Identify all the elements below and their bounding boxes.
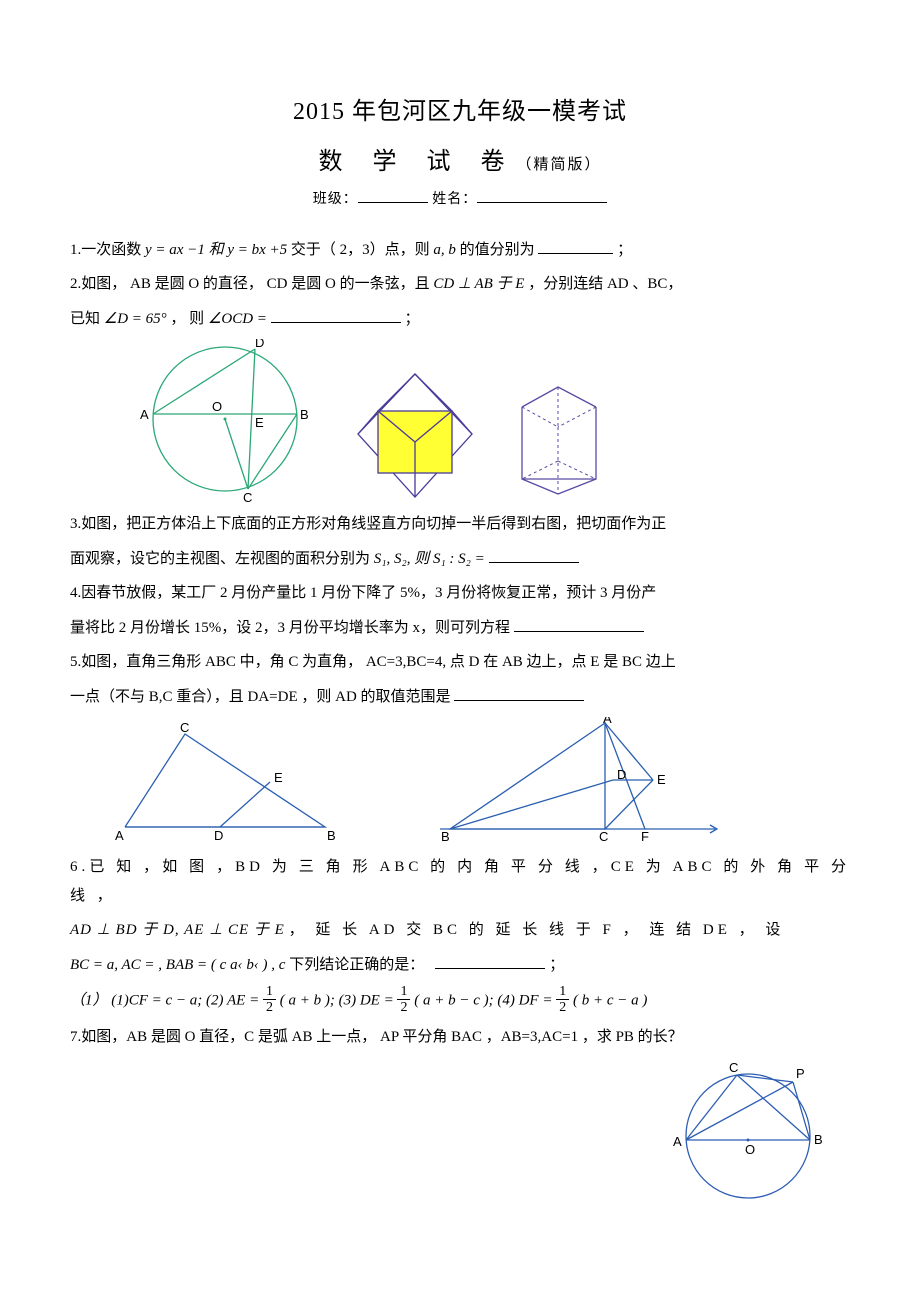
svg-text:F: F: [641, 829, 649, 844]
q5-blank[interactable]: [454, 685, 584, 701]
q2-l1c: ，分别连结 AD 、BC，: [528, 276, 682, 292]
question-6-line2: AD ⊥ BD 于 D, AE ⊥ CE 于 E ， 延 长 AD 交 BC 的…: [70, 916, 850, 945]
figure-q7-wrap: A B C P O: [70, 1058, 850, 1214]
q1-tail: ；: [617, 242, 632, 258]
q6-l4d: ( b + c − a ): [573, 993, 647, 1009]
svg-text:A: A: [673, 1134, 682, 1149]
question-3-line1: 3.如图，把正方体沿上下底面的正方形对角线竖直方向切掉一半后得到右图，把切面作为…: [70, 510, 850, 539]
name-blank[interactable]: [477, 188, 607, 203]
q6-l4a: （1） (1)CF = c − a; (2) AE =: [70, 993, 263, 1009]
question-2-line2: 已知 ∠D = 65° ， 则 ∠OCD = ；: [70, 305, 850, 334]
q3-expr: S₁, S₂, 则 S₁ : S₂ =: [374, 551, 489, 567]
figure-cube-cut: [350, 369, 480, 504]
figure-row-2: A B C D E A B C F D E: [110, 717, 850, 847]
figure-triangle-q5: A B C D E: [110, 722, 345, 847]
q1-blank[interactable]: [538, 238, 613, 254]
q6-l3a: BC = a, AC = , BAB = ( c a‹ b‹ ) , c: [70, 957, 285, 973]
q2-blank[interactable]: [271, 307, 401, 323]
q6-frac3: 12: [556, 985, 569, 1017]
q6-blank[interactable]: [435, 953, 545, 969]
question-6-line3: BC = a, AC = , BAB = ( c a‹ b‹ ) , c 下列结…: [70, 951, 850, 980]
q6-l2b: ， 延 长 AD 交 BC 的 延 长 线 于 F ， 连 结 DE ， 设: [289, 922, 785, 938]
q6-f1n: 1: [263, 985, 276, 1000]
q6-f2d: 2: [397, 1000, 410, 1017]
svg-text:C: C: [243, 490, 252, 504]
svg-text:E: E: [255, 415, 264, 430]
svg-text:A: A: [140, 407, 149, 422]
question-7: 7.如图，AB 是圆 O 直径，C 是弧 AB 上一点， AP 平分角 BAC …: [70, 1023, 850, 1052]
q2-angleOCD: ∠OCD =: [208, 311, 267, 327]
subtitle-main: 数 学 试 卷: [318, 149, 516, 175]
svg-text:C: C: [729, 1060, 738, 1075]
svg-text:B: B: [300, 407, 309, 422]
svg-text:E: E: [657, 772, 666, 787]
q5-l2: 一点（不与 B,C 重合），且 DA=DE ，则 AD 的取值范围是: [70, 689, 454, 705]
figure-triangle-q6: A B C F D E: [435, 717, 725, 847]
figure-prism: [510, 379, 610, 504]
question-4-line2: 量将比 2 月份增长 15%，设 2，3 月份平均增长率为 x，则可列方程: [70, 614, 850, 643]
question-4-line1: 4.因春节放假，某工厂 2 月份产量比 1 月份下降了 5%，3 月份将恢复正常…: [70, 579, 850, 608]
q4-l2: 量将比 2 月份增长 15%，设 2，3 月份平均增长率为 x，则可列方程: [70, 620, 514, 636]
q2-perp: CD ⊥ AB 于 E: [433, 276, 524, 292]
question-3-line2: 面观察，设它的主视图、左视图的面积分别为 S₁, S₂, 则 S₁ : S₂ =: [70, 545, 850, 574]
q6-l3c: ；: [549, 957, 564, 973]
question-6-line4: （1） (1)CF = c − a; (2) AE = 12 ( a + b )…: [70, 985, 850, 1017]
q6-l2a: AD ⊥ BD 于 D, AE ⊥ CE 于 E: [70, 922, 285, 938]
q6-frac1: 12: [263, 985, 276, 1017]
q1-mid: 交于（ 2，3）点，则: [291, 242, 434, 258]
figure-row-1: D A B E C O: [130, 339, 850, 504]
class-label: 班级：: [313, 192, 358, 207]
svg-text:O: O: [212, 399, 222, 414]
q6-frac2: 12: [397, 985, 410, 1017]
q6-f1d: 2: [263, 1000, 276, 1017]
page-title: 2015 年包河区九年级一模考试: [70, 90, 850, 136]
q4-blank[interactable]: [514, 616, 644, 632]
svg-text:A: A: [603, 717, 612, 726]
svg-text:O: O: [745, 1142, 755, 1157]
q1-pre: 1.一次函数: [70, 242, 145, 258]
student-info-line: 班级： 姓名：: [70, 187, 850, 214]
svg-text:D: D: [214, 828, 223, 843]
svg-text:E: E: [274, 770, 283, 785]
svg-text:A: A: [115, 828, 124, 843]
q1-expr: y = ax −1 和 y = bx +5: [145, 242, 287, 258]
svg-text:D: D: [255, 339, 264, 350]
q6-l4c: ( a + b − c ); (4) DF =: [414, 993, 556, 1009]
figure-circle-q7: A B C P O: [665, 1058, 830, 1203]
q2-angleD: ∠D = 65°: [104, 311, 167, 327]
class-blank[interactable]: [358, 188, 428, 203]
question-5-line1: 5.如图，直角三角形 ABC 中，角 C 为直角， AC=3,BC=4, 点 D…: [70, 648, 850, 677]
q2-l2b: ， 则: [170, 311, 208, 327]
q3-blank[interactable]: [489, 547, 579, 563]
svg-text:B: B: [814, 1132, 823, 1147]
q6-l4b: ( a + b ); (3) DE =: [280, 993, 398, 1009]
q2-l1a: 2.如图， AB 是圆 O 的直径， CD 是圆 O 的一条弦，且: [70, 276, 433, 292]
svg-text:C: C: [180, 722, 189, 735]
subtitle-note: （精简版）: [516, 157, 601, 173]
name-label: 姓名：: [432, 192, 477, 207]
question-1: 1.一次函数 y = ax −1 和 y = bx +5 交于（ 2，3）点，则…: [70, 236, 850, 265]
question-6-line1: 6.已 知 ，如 图 ，BD 为 三 角 形 ABC 的 内 角 平 分 线 ，…: [70, 853, 850, 910]
svg-text:B: B: [327, 828, 336, 843]
q6-l3b: 下列结论正确的是：: [289, 957, 424, 973]
q6-f2n: 1: [397, 985, 410, 1000]
q6-f3d: 2: [556, 1000, 569, 1017]
q6-f3n: 1: [556, 985, 569, 1000]
svg-text:D: D: [617, 767, 626, 782]
question-5-line2: 一点（不与 B,C 重合），且 DA=DE ，则 AD 的取值范围是: [70, 683, 850, 712]
svg-text:B: B: [441, 829, 450, 844]
q1-vars: a, b: [433, 242, 456, 258]
q3-l2a: 面观察，设它的主视图、左视图的面积分别为: [70, 551, 374, 567]
svg-text:C: C: [599, 829, 608, 844]
q2-l2c: ；: [404, 311, 419, 327]
question-2-line1: 2.如图， AB 是圆 O 的直径， CD 是圆 O 的一条弦，且 CD ⊥ A…: [70, 270, 850, 299]
figure-circle-q2: D A B E C O: [130, 339, 320, 504]
q2-l2a: 已知: [70, 311, 104, 327]
svg-text:P: P: [796, 1066, 805, 1081]
page-subtitle: 数 学 试 卷（精简版）: [70, 140, 850, 186]
q1-post: 的值分别为: [460, 242, 539, 258]
